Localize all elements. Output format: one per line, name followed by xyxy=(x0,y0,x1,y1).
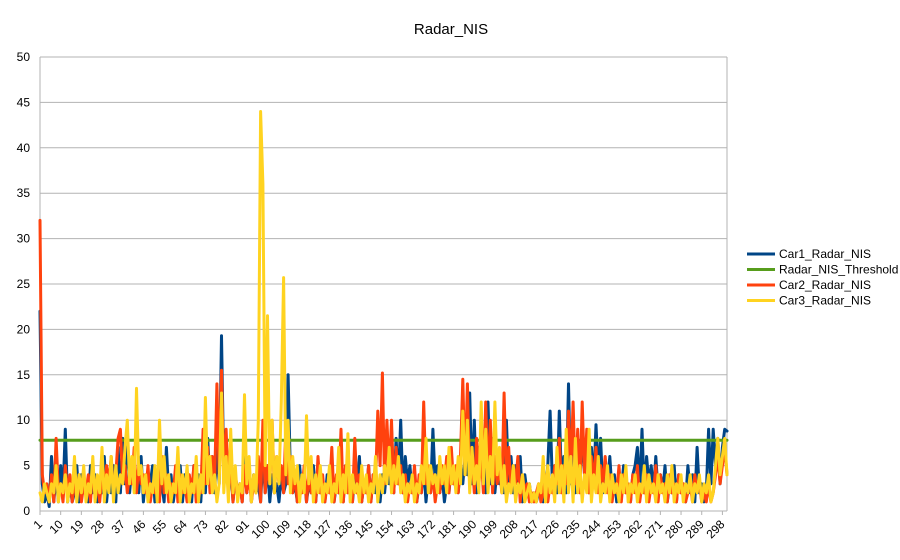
y-tick-label: 0 xyxy=(23,504,30,518)
legend-item: Car2_Radar_NIS xyxy=(747,278,871,292)
x-tick-label: 298 xyxy=(703,517,727,541)
series-line-car3-radar-nis xyxy=(38,110,729,504)
x-tick-label: 253 xyxy=(600,517,624,541)
x-tick-label: 73 xyxy=(191,517,211,537)
x-tick-label: 235 xyxy=(559,517,583,541)
y-tick-label: 35 xyxy=(17,186,31,200)
x-tick-label: 10 xyxy=(46,517,66,537)
legend-label: Car3_Radar_NIS xyxy=(779,294,871,308)
y-tick-label: 45 xyxy=(17,95,31,109)
x-tick-label: 19 xyxy=(67,517,87,537)
x-tick-label: 91 xyxy=(233,517,253,537)
y-tick-label: 15 xyxy=(17,368,31,382)
x-tick-label: 100 xyxy=(249,517,273,541)
x-tick-label: 217 xyxy=(517,517,541,541)
chart-title: Radar_NIS xyxy=(414,21,488,38)
legend-item: Car1_Radar_NIS xyxy=(747,247,871,261)
x-tick-label: 289 xyxy=(683,517,707,541)
x-tick-label: 37 xyxy=(108,517,128,537)
x-tick-label: 163 xyxy=(393,517,417,541)
x-tick-label: 154 xyxy=(373,517,397,541)
legend-label: Car1_Radar_NIS xyxy=(779,247,871,261)
x-tick-label: 181 xyxy=(435,517,459,541)
legend-item: Car3_Radar_NIS xyxy=(747,294,871,308)
x-tick-label: 82 xyxy=(212,517,232,537)
x-tick-label: 199 xyxy=(476,517,500,541)
x-tick-label: 127 xyxy=(311,517,335,541)
y-tick-label: 25 xyxy=(17,277,31,291)
x-tick-label: 1 xyxy=(30,517,45,532)
x-tick-label: 190 xyxy=(455,517,479,541)
legend-label: Radar_NIS_Threshold xyxy=(779,263,898,277)
x-tick-label: 208 xyxy=(497,517,521,541)
y-tick-label: 10 xyxy=(17,413,31,427)
x-tick-label: 136 xyxy=(331,517,355,541)
y-tick-label: 40 xyxy=(17,141,31,155)
legend-label: Car2_Radar_NIS xyxy=(779,278,871,292)
x-tick-label: 280 xyxy=(662,517,686,541)
x-tick-label: 226 xyxy=(538,517,562,541)
series-line-car2-radar-nis xyxy=(38,218,729,504)
y-tick-label: 30 xyxy=(17,232,31,246)
x-tick-label: 118 xyxy=(291,517,315,541)
x-tick-label: 244 xyxy=(579,517,603,541)
legend-item: Radar_NIS_Threshold xyxy=(747,263,898,277)
y-tick-label: 50 xyxy=(17,50,31,64)
x-tick-label: 271 xyxy=(641,517,665,541)
series-lines xyxy=(38,110,729,508)
x-tick-label: 55 xyxy=(150,517,170,537)
x-tick-label: 262 xyxy=(621,517,645,541)
y-tick-label: 20 xyxy=(17,322,31,336)
x-tick-label: 109 xyxy=(269,517,293,541)
x-tick-label: 145 xyxy=(352,517,376,541)
x-tick-label: 28 xyxy=(88,517,108,537)
x-tick-label: 46 xyxy=(129,517,149,537)
y-tick-label: 5 xyxy=(23,459,30,473)
legend: Car1_Radar_NIS Radar_NIS_ThresholdCar2_Ra… xyxy=(747,247,898,308)
x-tick-label: 64 xyxy=(171,517,191,537)
x-tick-label: 172 xyxy=(414,517,438,541)
